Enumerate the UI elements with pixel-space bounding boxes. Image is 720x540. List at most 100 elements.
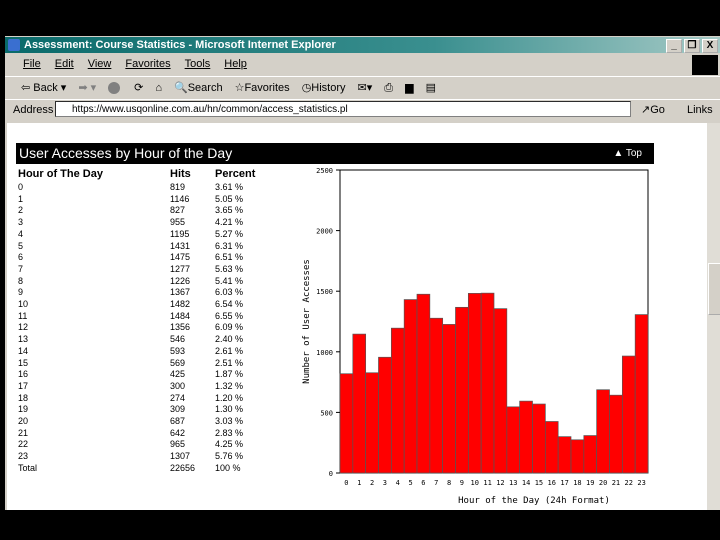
percent-cell: 1.20 % [215, 392, 244, 403]
hits-table: Hour of The Day Hits Percent 0 819 3.61 % 1 11… [18, 168, 275, 475]
x-tick-label: 15 [535, 479, 543, 487]
table-row: 6 1475 6.51 % [18, 252, 275, 264]
back-label: Back [33, 82, 58, 94]
hour-cell: 12 [18, 322, 29, 333]
hour-cell: 19 [18, 404, 29, 415]
x-tick-label: 14 [522, 479, 530, 487]
x-tick-label: 11 [483, 479, 491, 487]
home-icon[interactable]: ⌂ [155, 82, 162, 94]
menu-favorites[interactable]: Favorites [125, 58, 171, 70]
hour-cell: 15 [18, 357, 29, 368]
hour-cell: 3 [18, 217, 24, 228]
menu-tools[interactable]: Tools [184, 58, 211, 70]
stop-icon[interactable] [108, 77, 122, 98]
history-button[interactable]: ◷History [301, 82, 346, 94]
hour-cell: 16 [18, 369, 29, 380]
bar [480, 292, 495, 474]
vertical-scrollbar[interactable] [707, 123, 720, 510]
x-tick-label: 1 [357, 479, 361, 487]
refresh-icon[interactable]: ⟳ [134, 82, 144, 94]
hits-cell: 309 [170, 404, 186, 415]
hour-cell: 20 [18, 416, 29, 427]
print-icon[interactable]: ⎙ [384, 82, 394, 94]
x-tick-label: 2 [370, 479, 374, 487]
forward-button[interactable]: ➡ ▾ [78, 82, 97, 94]
hits-cell: 1367 [170, 287, 191, 298]
bar [634, 314, 649, 474]
hour-cell: 6 [18, 252, 24, 263]
hits-cell: 1195 [170, 228, 190, 239]
percent-cell: 6.51 % [215, 252, 244, 263]
maximize-button[interactable]: ❐ [684, 39, 700, 53]
bar [557, 436, 572, 474]
mail-icon[interactable]: ✉▾ [357, 82, 373, 94]
hits-cell: 1482 [170, 299, 191, 310]
table-row: 0 819 3.61 % [18, 182, 275, 194]
edit-icon[interactable]: ▆ [405, 82, 414, 94]
percent-cell: 6.54 % [215, 299, 244, 310]
top-link[interactable]: ▲ Top [613, 148, 642, 159]
x-tick-label: 5 [408, 479, 412, 487]
menu-view[interactable]: View [87, 58, 112, 70]
bar [493, 308, 508, 474]
hour-cell: 7 [18, 263, 24, 274]
table-row: 15 569 2.51 % [18, 358, 275, 370]
percent-cell: 1.32 % [215, 380, 244, 391]
x-tick-label: 4 [396, 479, 400, 487]
discuss-icon[interactable]: ▤ [425, 82, 436, 94]
links-button[interactable]: Links [687, 104, 713, 116]
bar [570, 439, 585, 474]
go-button[interactable]: ↗Go [641, 104, 665, 116]
hits-cell: 1226 [170, 275, 191, 286]
x-tick-label: 10 [471, 479, 479, 487]
hour-cell: 9 [18, 287, 24, 298]
search-button[interactable]: 🔍Search [174, 82, 223, 94]
table-row: 3 955 4.21 % [18, 217, 275, 229]
percent-cell: 2.51 % [215, 357, 244, 368]
menu-edit[interactable]: Edit [54, 58, 74, 70]
hits-cell: 827 [170, 205, 186, 216]
percent-cell: 6.09 % [215, 322, 244, 333]
bar [390, 327, 405, 474]
address-input[interactable]: https://www.usqonline.com.au/hn/common/a… [55, 101, 631, 117]
menu-help[interactable]: Help [224, 58, 247, 70]
hits-cell: 642 [170, 427, 186, 438]
percent-cell: 6.31 % [215, 240, 244, 251]
search-label: Search [187, 82, 223, 94]
hits-cell: 1475 [170, 252, 191, 263]
percent-cell: 2.61 % [215, 345, 244, 356]
percent-cell: 4.25 % [215, 439, 244, 450]
percent-cell: 6.03 % [215, 287, 244, 298]
hour-cell: 10 [18, 299, 29, 310]
bar [519, 400, 533, 474]
percent-cell: 5.05 % [215, 193, 244, 204]
percent-cell: 5.63 % [215, 263, 244, 274]
close-button[interactable]: X [702, 39, 718, 53]
bar [365, 372, 379, 474]
section-header: User Accesses by Hour of the Day ▲ Top [16, 143, 654, 164]
address-bar: Address https://www.usqonline.com.au/hn/… [5, 99, 720, 120]
col-hits: Hits [170, 168, 191, 181]
percent-cell: 6.55 % [215, 310, 244, 321]
bar [621, 355, 636, 474]
back-button[interactable]: ⇦ Back ▾ [21, 82, 67, 94]
table-row: 4 1195 5.27 % [18, 229, 275, 241]
bar [416, 293, 431, 474]
bar [467, 293, 482, 474]
percent-cell: 4.21 % [215, 217, 244, 228]
table-row: 14 593 2.61 % [18, 346, 275, 358]
table-row: 1 1146 5.05 % [18, 194, 275, 206]
favorites-button[interactable]: ☆Favorites [234, 82, 290, 94]
hour-cell: 11 [18, 310, 28, 321]
menu-file[interactable]: File [23, 58, 41, 70]
minimize-button[interactable]: _ [666, 39, 682, 53]
x-tick-label: 19 [586, 479, 594, 487]
toolbar: ⇦ Back ▾ ➡ ▾ ⟳ ⌂ 🔍Search ☆Favorites ◷His… [5, 76, 720, 98]
table-row: 7 1277 5.63 % [18, 264, 275, 276]
scrollbar-thumb[interactable] [708, 263, 720, 315]
y-tick-label: 1000 [316, 349, 333, 357]
hour-cell: 5 [18, 240, 24, 251]
x-tick-label: 12 [496, 479, 504, 487]
table-row: 17 300 1.32 % [18, 381, 275, 393]
hits-cell: 1356 [170, 322, 191, 333]
